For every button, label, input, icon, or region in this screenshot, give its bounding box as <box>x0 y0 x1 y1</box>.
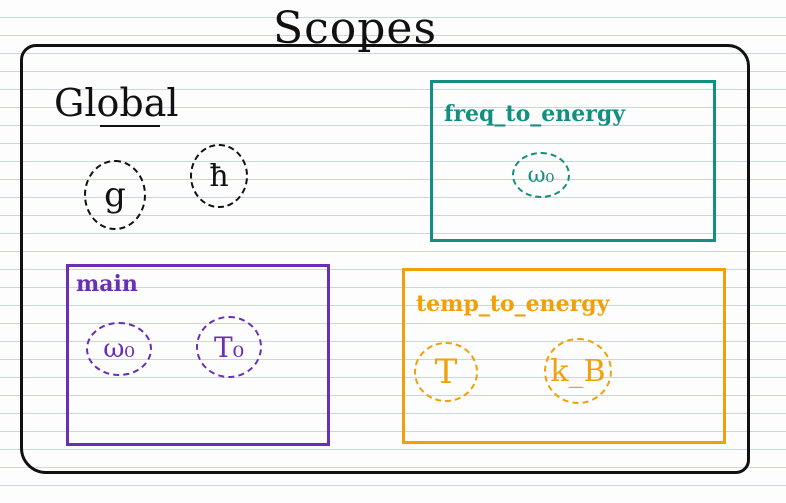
global-scope-box <box>20 44 750 474</box>
main-scope-label: main <box>76 271 138 297</box>
global-scope-label: Global <box>54 81 179 125</box>
main-scope-box <box>66 264 330 446</box>
freq-to-energy-var-omega0: ω₀ <box>512 152 570 198</box>
temp-to-energy-var-kB: k_B <box>544 338 612 404</box>
global-var-hbar: ħ <box>190 144 248 208</box>
global-label-underline <box>100 125 160 127</box>
temp-to-energy-scope-label: temp_to_energy <box>416 291 610 317</box>
temp-to-energy-var-T: T <box>414 342 478 402</box>
main-var-T0: T₀ <box>196 316 262 378</box>
freq-to-energy-scope-label: freq_to_energy <box>444 101 626 127</box>
temp-to-energy-scope-box <box>402 268 726 444</box>
freq-to-energy-scope-box <box>430 80 716 242</box>
main-var-omega0: ω₀ <box>86 322 152 376</box>
global-var-g: g <box>84 160 146 230</box>
